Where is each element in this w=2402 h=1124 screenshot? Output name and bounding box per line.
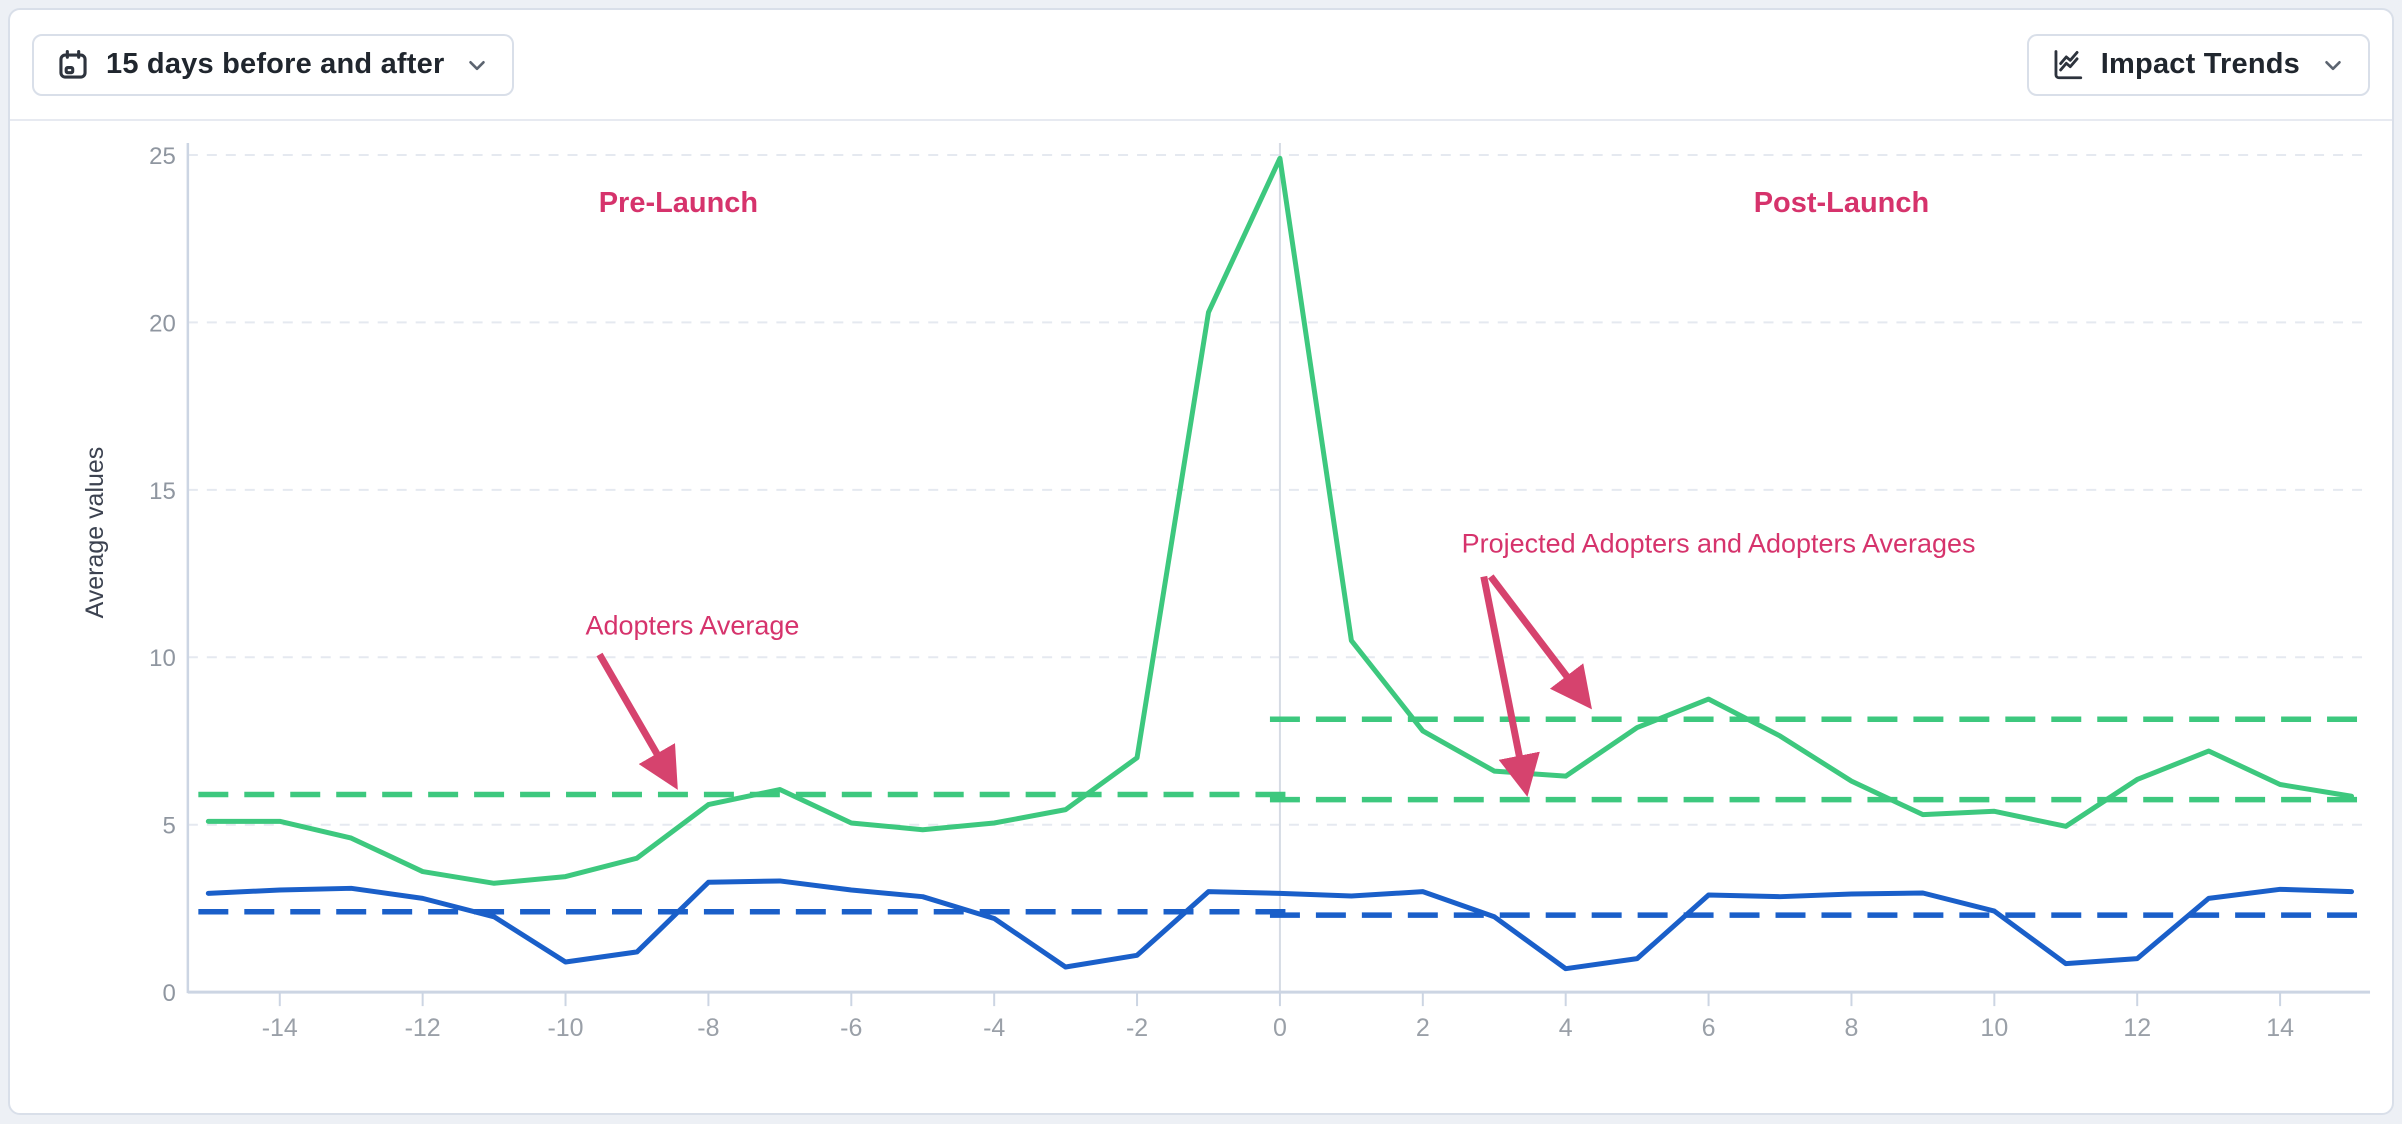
impact-trends-selector-button[interactable]: Impact Trends: [2026, 33, 2370, 96]
x-tick-label-4: 4: [1559, 1014, 1573, 1042]
y-tick-label-20: 20: [149, 310, 176, 337]
adopters-average-annotation: Adopters Average: [585, 610, 799, 640]
y-tick-label-5: 5: [163, 813, 176, 840]
y-tick-label-15: 15: [149, 478, 176, 505]
pre-launch-label: Pre-Launch: [599, 187, 758, 219]
series-layer: [205, 155, 2355, 972]
adopters-line: [205, 155, 2355, 886]
impact-trends-panel: 15 days before and after Impact Trends: [8, 8, 2394, 1115]
annotation-layer: Pre-Launch Post-Launch Adopters Average …: [81, 187, 1976, 797]
projected-adopters-line: [205, 878, 2355, 972]
x-tick-label-10: 10: [1980, 1014, 2008, 1042]
x-tick-label-8: 8: [1845, 1014, 1859, 1042]
reference-lines-layer: [198, 716, 2365, 918]
chevron-down-icon: [464, 52, 490, 78]
date-range-selector-button[interactable]: 15 days before and after: [32, 33, 515, 96]
chart-area: 0 5 10 15 20 25 -14 -12 -10 -8 -6 -4 -2 0 2 4 6 8 10 12 14 P…: [10, 121, 2392, 1113]
calendar-icon: [56, 48, 90, 82]
x-tick-label--8: -8: [697, 1014, 719, 1042]
x-tick-label-0: 0: [1273, 1014, 1287, 1042]
x-tick-label--12: -12: [405, 1014, 441, 1042]
y-axis-title: Average values: [81, 447, 109, 619]
y-tick-label-25: 25: [149, 143, 176, 170]
chart-canvas: 0 5 10 15 20 25 -14 -12 -10 -8 -6 -4 -2 0 2 4 6 8 10 12 14 P…: [81, 142, 2371, 1042]
impact-trends-label: Impact Trends: [2100, 48, 2300, 80]
trend-chart-icon: [2051, 48, 2085, 82]
x-tick-label-12: 12: [2123, 1014, 2151, 1042]
date-range-label: 15 days before and after: [106, 48, 445, 80]
y-tick-label-10: 10: [149, 645, 176, 672]
projected-averages-annotation: Projected Adopters and Adopters Averages: [1462, 529, 1976, 559]
x-tick-label--14: -14: [262, 1014, 298, 1042]
x-tick-label--10: -10: [547, 1014, 583, 1042]
adopters-average-arrow: [596, 652, 678, 790]
projected-average-arrow-upper: [1487, 574, 1592, 710]
toolbar: 15 days before and after Impact Trends: [10, 10, 2392, 121]
x-tick-label--4: -4: [983, 1014, 1005, 1042]
x-tick-label--2: -2: [1126, 1014, 1148, 1042]
post-launch-label: Post-Launch: [1754, 187, 1929, 219]
grid-layer: [187, 142, 2371, 993]
axis-layer: 0 5 10 15 20 25 -14 -12 -10 -8 -6 -4 -2 0 2 4 6 8 10 12 14: [149, 143, 2371, 1042]
x-tick-label-2: 2: [1416, 1014, 1430, 1042]
projected-average-arrow-lower: [1480, 575, 1540, 797]
x-tick-label--6: -6: [840, 1014, 862, 1042]
chevron-down-icon: [2320, 52, 2346, 78]
y-tick-label-0: 0: [163, 980, 176, 1007]
x-tick-label-6: 6: [1702, 1014, 1716, 1042]
x-tick-label-14: 14: [2266, 1014, 2294, 1042]
